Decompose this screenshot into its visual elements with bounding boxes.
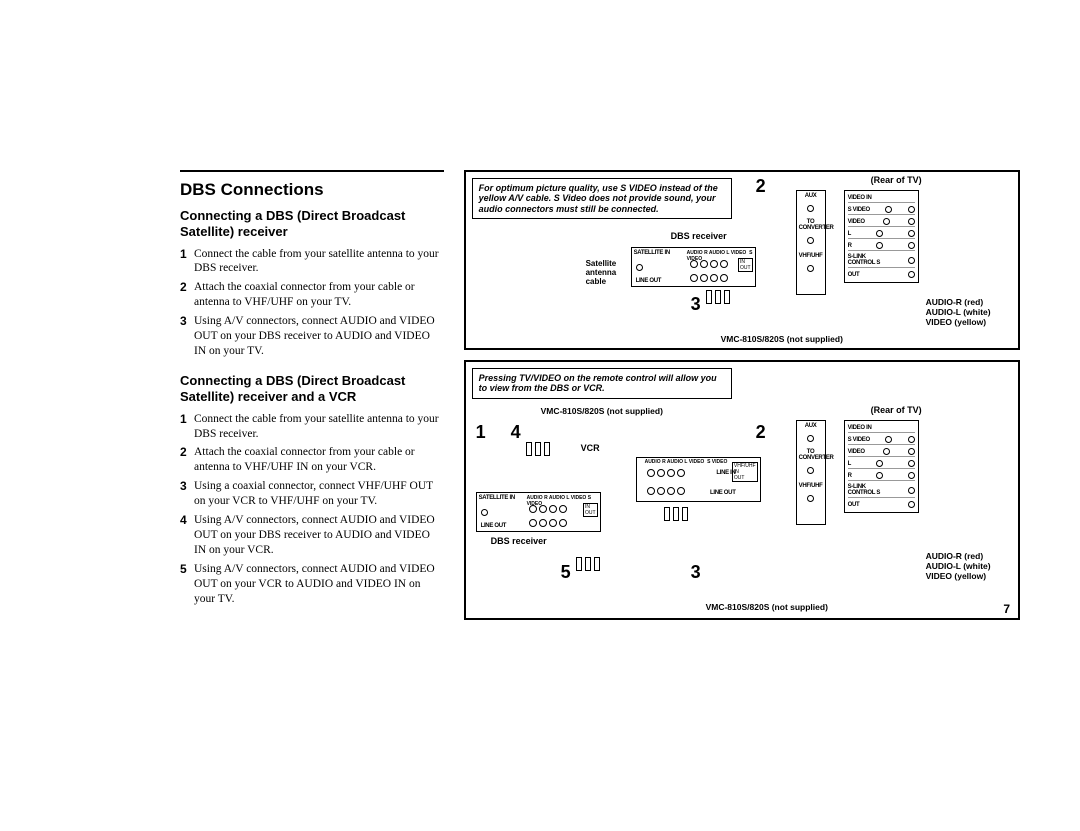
diagram2-note: Pressing TV/VIDEO on the remote control … <box>472 368 732 399</box>
tv-panel-right: VIDEO IN S VIDEO VIDEO L R S-LINKCONTROL… <box>844 420 919 513</box>
section2: Connecting a DBS (Direct Broadcast Satel… <box>180 373 444 607</box>
section1-steps: 1Connect the cable from your satellite a… <box>180 247 444 360</box>
tv-panel-right: VIDEO IN S VIDEO VIDEO L R S-LINKCONTROL… <box>844 190 919 283</box>
section1-heading: Connecting a DBS (Direct Broadcast Satel… <box>180 208 444 241</box>
callout-4: 4 <box>511 422 521 443</box>
step: 2Attach the coaxial connector from your … <box>180 445 444 475</box>
audio-labels: AUDIO-R (red) AUDIO-L (white) VIDEO (yel… <box>926 552 991 581</box>
cable-caption-top: VMC-810S/820S (not supplied) <box>541 406 663 416</box>
step: 3Using A/V connectors, connect AUDIO and… <box>180 314 444 359</box>
callout-3: 3 <box>691 562 701 583</box>
callout-2: 2 <box>756 176 766 197</box>
page-number: 7 <box>1003 602 1010 616</box>
vcr-box: AUDIO R AUDIO L VIDEO S VIDEO LINE IN VH… <box>636 457 761 502</box>
tv-panel-left: AUX TOCONVERTER VHF/UHF <box>796 420 826 525</box>
diagram1-note: For optimum picture quality, use S VIDEO… <box>472 178 732 219</box>
vcr-label: VCR <box>581 444 600 454</box>
dbs-receiver-box: SATELLITE IN AUDIO R AUDIO L VIDEO S VID… <box>631 247 756 287</box>
step: 2Attach the coaxial connector from your … <box>180 280 444 310</box>
cable-caption: VMC-810S/820S (not supplied) <box>721 334 843 344</box>
audio-labels: AUDIO-R (red) AUDIO-L (white) VIDEO (yel… <box>926 298 991 327</box>
step: 1Connect the cable from your satellite a… <box>180 412 444 442</box>
left-column: DBS Connections Connecting a DBS (Direct… <box>180 170 444 620</box>
tv-panel-left: AUX TOCONVERTER VHF/UHF <box>796 190 826 295</box>
callout-1: 1 <box>476 422 486 443</box>
section2-steps: 1Connect the cable from your satellite a… <box>180 412 444 607</box>
section2-heading: Connecting a DBS (Direct Broadcast Satel… <box>180 373 444 406</box>
satellite-antenna-cable-label: Satellite antenna cable <box>586 260 628 286</box>
callout-3: 3 <box>691 294 701 315</box>
right-column: For optimum picture quality, use S VIDEO… <box>464 170 1020 620</box>
step: 3Using a coaxial connector, connect VHF/… <box>180 479 444 509</box>
diagram1: For optimum picture quality, use S VIDEO… <box>464 170 1020 350</box>
callout-5: 5 <box>561 562 571 583</box>
page-title: DBS Connections <box>180 180 444 200</box>
dbs-receiver-box: SATELLITE IN AUDIO R AUDIO L VIDEO S VID… <box>476 492 601 532</box>
step: 1Connect the cable from your satellite a… <box>180 247 444 277</box>
callout-2: 2 <box>756 422 766 443</box>
cable-caption-bottom: VMC-810S/820S (not supplied) <box>706 602 828 612</box>
step: 4Using A/V connectors, connect AUDIO and… <box>180 513 444 558</box>
diagram2: Pressing TV/VIDEO on the remote control … <box>464 360 1020 620</box>
dbs-receiver-label: DBS receiver <box>671 232 727 242</box>
rear-of-tv-label: (Rear of TV) <box>871 406 922 416</box>
step: 5Using A/V connectors, connect AUDIO and… <box>180 562 444 607</box>
page-content: DBS Connections Connecting a DBS (Direct… <box>180 170 1020 620</box>
dbs-receiver-label: DBS receiver <box>491 537 547 547</box>
rear-of-tv-label: (Rear of TV) <box>871 176 922 186</box>
